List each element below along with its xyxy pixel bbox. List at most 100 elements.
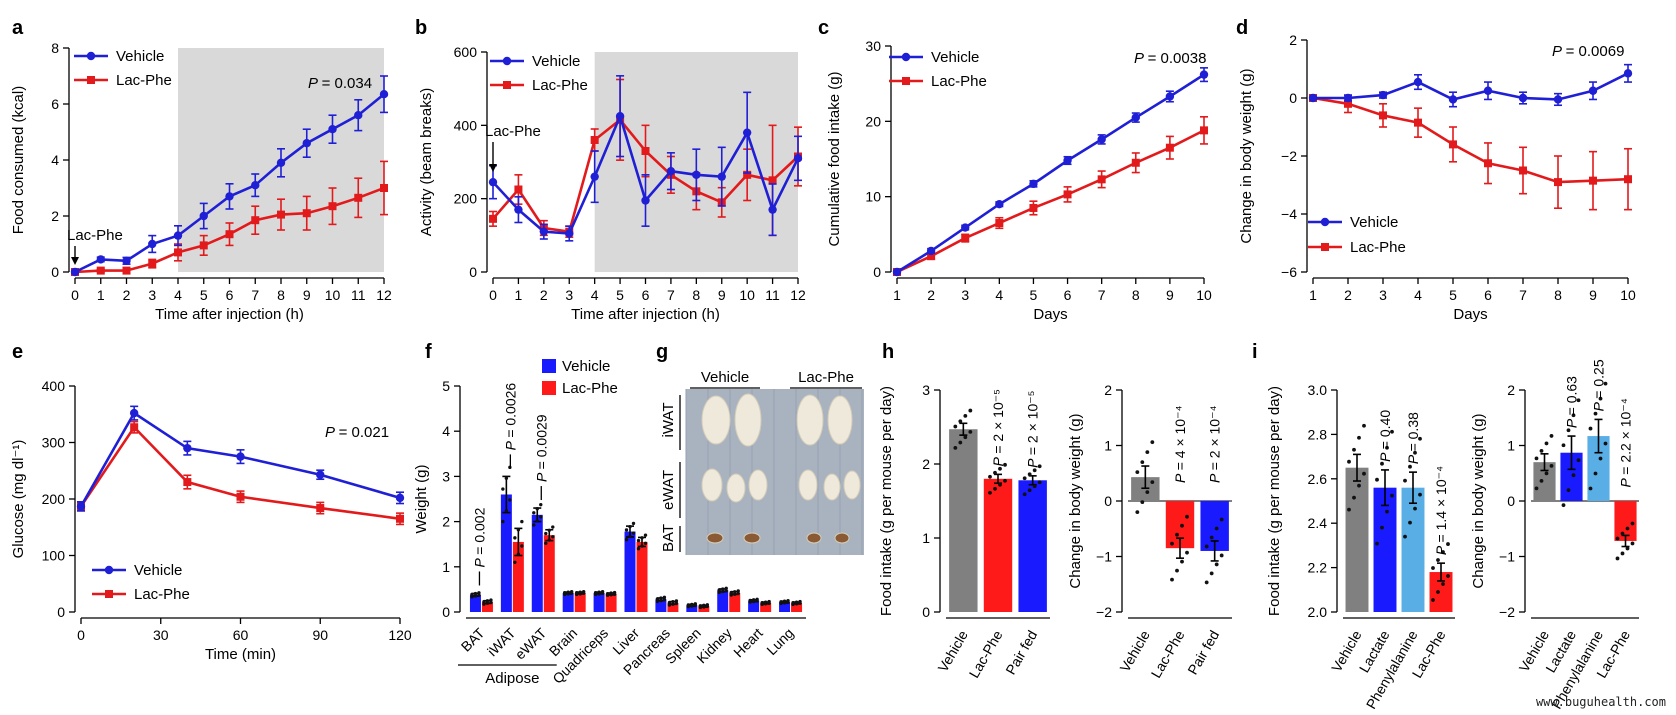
data-point bbox=[901, 52, 911, 62]
y-tick-label: −6 bbox=[1281, 264, 1297, 280]
y-tick-label: 3 bbox=[442, 468, 450, 484]
x-tick-label: 8 bbox=[692, 287, 700, 303]
data-point bbox=[129, 408, 139, 418]
row-label: BAT bbox=[660, 524, 677, 552]
data-point bbox=[183, 478, 192, 487]
data-point bbox=[1320, 217, 1330, 227]
x-tick-label: 8 bbox=[1132, 287, 1140, 303]
y-tick-label: 0 bbox=[1507, 493, 1515, 509]
dot bbox=[513, 560, 517, 564]
x-tick-label: 6 bbox=[226, 287, 234, 303]
dot bbox=[721, 589, 725, 594]
data-point bbox=[70, 267, 80, 277]
dot bbox=[643, 541, 648, 545]
dot bbox=[631, 531, 636, 535]
dot bbox=[1022, 476, 1027, 481]
dot bbox=[504, 509, 509, 513]
dot bbox=[551, 535, 555, 539]
data-point bbox=[717, 172, 726, 181]
arrow-head bbox=[489, 164, 497, 172]
dot bbox=[605, 591, 610, 596]
fat-tissue bbox=[843, 470, 861, 500]
legend-label-lacphe: Lac-Phe bbox=[532, 77, 588, 94]
x-tick-label: 8 bbox=[277, 287, 285, 303]
dot bbox=[547, 538, 551, 542]
p-value: P = 2 × 10⁻⁵ bbox=[1025, 391, 1041, 468]
bar bbox=[574, 593, 586, 612]
dot bbox=[751, 598, 756, 602]
dot bbox=[569, 589, 574, 594]
x-tick-label: 12 bbox=[376, 287, 392, 303]
dot bbox=[998, 466, 1002, 471]
p-value: P = 1.4 × 10⁻⁴ bbox=[1433, 466, 1449, 555]
annotation-label: Lac-Phe bbox=[67, 227, 123, 244]
x-axis-label: Days bbox=[1033, 306, 1067, 323]
legend-label-vehicle: Vehicle bbox=[562, 358, 610, 375]
data-point bbox=[1518, 93, 1528, 103]
dot bbox=[1214, 526, 1219, 531]
data-point bbox=[395, 493, 405, 503]
data-point bbox=[87, 76, 95, 84]
x-tick-label: 10 bbox=[325, 287, 341, 303]
data-point bbox=[488, 177, 498, 187]
dot bbox=[748, 598, 752, 603]
data-point bbox=[666, 166, 676, 176]
dot bbox=[1625, 546, 1630, 551]
data-point bbox=[1413, 77, 1423, 87]
data-point bbox=[277, 210, 285, 219]
x-tick-label: 4 bbox=[591, 287, 599, 303]
y-tick-label: 0 bbox=[51, 264, 59, 280]
data-point bbox=[148, 259, 157, 268]
dot bbox=[1209, 535, 1214, 540]
x-tick-label: 5 bbox=[616, 287, 624, 303]
dot bbox=[1175, 532, 1179, 537]
x-tick-label: 7 bbox=[1519, 287, 1527, 303]
dot bbox=[489, 600, 493, 605]
p-value: P = 0.0026 bbox=[502, 383, 518, 451]
dot bbox=[786, 599, 790, 603]
dot bbox=[717, 590, 721, 595]
dot bbox=[1534, 456, 1539, 461]
data-point bbox=[174, 248, 182, 257]
legend: Vehicle Lac-Phe bbox=[74, 48, 172, 89]
dot bbox=[1135, 470, 1140, 475]
panel-label-a: a bbox=[12, 17, 24, 39]
bar bbox=[698, 606, 710, 612]
data-point bbox=[489, 214, 497, 223]
panel-label-e: e bbox=[12, 341, 23, 363]
dot bbox=[489, 598, 493, 602]
dot bbox=[513, 536, 517, 540]
dot bbox=[655, 597, 660, 601]
y-tick-label: 3.0 bbox=[1308, 382, 1328, 398]
dot bbox=[1534, 486, 1539, 491]
y-axis-label: Glucose (mg dl⁻¹) bbox=[10, 440, 27, 559]
dot bbox=[667, 603, 672, 607]
data-point bbox=[148, 239, 157, 249]
dot bbox=[1549, 463, 1554, 468]
data-point bbox=[1343, 93, 1353, 103]
dot bbox=[1362, 423, 1366, 428]
p-number: = 0.034 bbox=[322, 75, 372, 92]
dot bbox=[702, 603, 706, 608]
data-point bbox=[1624, 175, 1632, 184]
data-point bbox=[302, 209, 311, 218]
data-point bbox=[995, 219, 1004, 228]
p-italic: P bbox=[1564, 415, 1580, 428]
dot bbox=[532, 523, 536, 527]
x-tick-label: 2 bbox=[927, 287, 935, 303]
y-tick-label: 100 bbox=[42, 548, 66, 564]
dot bbox=[1561, 443, 1566, 448]
data-point bbox=[225, 192, 234, 201]
x-axis-label: Time after injection (h) bbox=[155, 306, 304, 323]
dot bbox=[1630, 541, 1635, 546]
bar bbox=[636, 541, 648, 612]
data-point bbox=[1344, 99, 1352, 108]
dot bbox=[1185, 514, 1189, 519]
dot bbox=[470, 592, 474, 597]
dot bbox=[1441, 550, 1445, 554]
p-number: = 0.0038 bbox=[1148, 50, 1207, 67]
y-tick-label: −2 bbox=[1096, 604, 1112, 620]
dot bbox=[733, 592, 737, 596]
data-point bbox=[379, 90, 389, 99]
